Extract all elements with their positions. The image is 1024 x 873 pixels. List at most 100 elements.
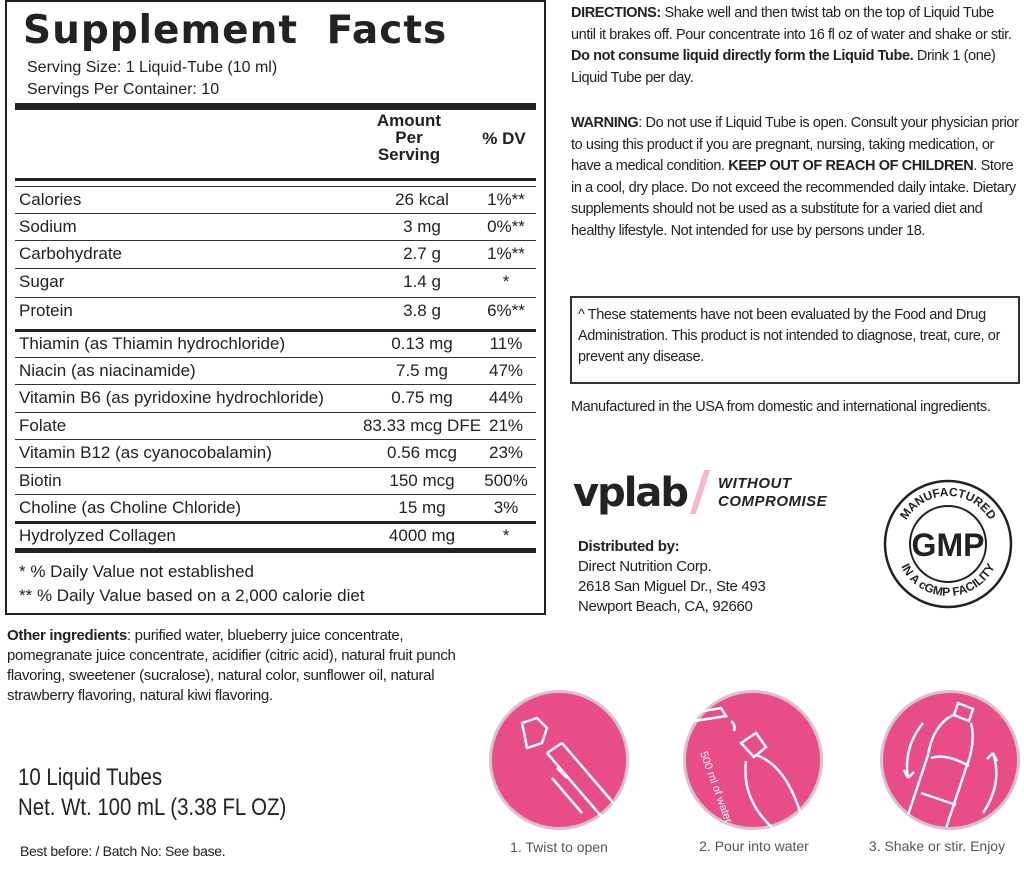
serving-size: Serving Size: 1 Liquid-Tube (10 ml) [27, 59, 278, 76]
nutrient-name: Hydrolyzed Collagen [19, 526, 176, 545]
divider [15, 103, 536, 110]
distributor-line: Direct Nutrition Corp. [578, 558, 712, 575]
fda-disclaimer: ^ These statements have not been evaluat… [570, 296, 1020, 384]
nutrient-dv: 6%** [487, 301, 525, 320]
warning-text: : Do not use if Liquid Tube is open. Con… [571, 115, 1019, 174]
nutrient-amount: 0.75 mg [391, 388, 453, 407]
dv-header: % DV [482, 129, 526, 148]
tagline: WITHOUT COMPROMISE [718, 475, 827, 511]
nutrient-name: Folate [19, 416, 67, 435]
step-1-label: 1. Twist to open [510, 839, 608, 855]
other-ingredients: Other ingredients: purified water, blueb… [7, 626, 467, 706]
nutrient-name: Carbohydrate [19, 244, 123, 263]
nutrient-amount: 3 mg [403, 217, 441, 236]
best-before: Best before: / Batch No: See base. [20, 843, 226, 859]
footnote: ** % Daily Value based on a 2,000 calori… [19, 586, 365, 605]
nutrient-dv: 47% [488, 361, 524, 380]
distributor-label: Distributed by: [578, 538, 680, 555]
nutrient-row: Vitamin B6 (as pyridoxine hydrochloride)… [15, 384, 536, 411]
shake-bottle-icon [902, 701, 999, 829]
nutrient-name: Vitamin B6 (as pyridoxine hydrochloride) [19, 388, 324, 407]
warning-tail: . Store in a cool, dry place. Do not exc… [571, 158, 1016, 239]
nutrient-amount: 4000 mg [388, 526, 456, 545]
nutrient-name: Calories [19, 190, 82, 209]
nutrient-dv: * [502, 526, 510, 545]
facts-title: Supplement Facts [23, 8, 448, 53]
package-info: 10 Liquid Tubes Net. Wt. 100 mL (3.38 FL… [18, 763, 286, 823]
distributor-line: Newport Beach, CA, 92660 [578, 598, 753, 615]
nutrient-name: Thiamin (as Thiamin hydrochloride) [19, 334, 286, 353]
nutrient-amount: 1.4 g [403, 272, 441, 291]
nutrient-name: Sodium [19, 217, 77, 236]
nutrient-dv: 0%** [487, 217, 525, 236]
nutrient-dv: * [502, 272, 510, 291]
step-3-label: 3. Shake or stir. Enjoy [868, 838, 1006, 854]
directions-text: Shake well and then twist tab on the top… [571, 5, 1012, 43]
divider [15, 178, 536, 181]
nutrient-row: Choline (as Choline Chloride) 15 mg 3% [15, 494, 536, 521]
nutrient-dv: 3% [493, 498, 519, 517]
amount-header: Amount Per Serving [376, 111, 442, 164]
warning: WARNING: Do not use if Liquid Tube is op… [571, 113, 1021, 242]
warning-label: WARNING [571, 115, 639, 131]
nutrient-row: Carbohydrate 2.7 g 1%** [15, 240, 536, 267]
nutrient-amount: 0.13 mg [391, 334, 453, 353]
logo-slash [689, 470, 711, 514]
nutrient-row: Niacin (as niacinamide) 7.5 mg 47% [15, 357, 536, 384]
gmp-top-text: MANUFACTURED [897, 485, 999, 523]
step-1-circle [489, 690, 629, 830]
tube-twist-icon [520, 716, 623, 824]
nutrient-row: Sugar 1.4 g * [15, 268, 536, 295]
nutrient-row: Folate 83.33 mcg DFE 21% [15, 412, 536, 439]
nutrient-name: Vitamin B12 (as cyanocobalamin) [19, 443, 272, 462]
supplement-facts-panel: Supplement Facts Serving Size: 1 Liquid-… [5, 0, 546, 615]
nutrient-dv: 44% [488, 388, 524, 407]
gmp-seal-icon: MANUFACTURED IN A cGMP FACILITY GMP [883, 479, 1013, 609]
nutrient-dv: 23% [488, 443, 524, 462]
nutrient-row: Protein 3.8 g 6%** [15, 297, 536, 324]
nutrient-name: Niacin (as niacinamide) [19, 361, 196, 380]
nutrient-amount: 3.8 g [403, 301, 441, 320]
nutrient-amount: 26 kcal [395, 190, 449, 209]
svg-text:IN A cGMP FACILITY: IN A cGMP FACILITY [898, 561, 997, 599]
nutrient-row: Sodium 3 mg 0%** [15, 213, 536, 240]
nutrient-row: Calories 26 kcal 1%** [15, 186, 536, 213]
directions-bold: Do not consume liquid directly form the … [571, 48, 914, 64]
vplab-logo: vplab [573, 470, 689, 516]
nutrient-name: Protein [19, 301, 73, 320]
nutrient-dv: 1%** [487, 190, 525, 209]
other-ingredients-text: : purified water, blueberry juice concen… [7, 627, 456, 704]
nutrient-name: Biotin [19, 471, 62, 490]
servings-per-container: Servings Per Container: 10 [27, 81, 220, 98]
nutrient-name: Choline (as Choline Chloride) [19, 498, 242, 517]
step-2-label: 2. Pour into water [699, 838, 809, 854]
distributor: Distributed by: Direct Nutrition Corp. 2… [578, 537, 766, 617]
nutrient-amount: 2.7 g [403, 244, 441, 263]
nutrient-dv: 11% [489, 334, 523, 353]
gmp-bottom-text: IN A cGMP FACILITY [898, 561, 997, 599]
warning-bold: KEEP OUT OF REACH OF CHILDREN [728, 158, 974, 174]
directions-label: DIRECTIONS: [571, 5, 661, 21]
nutrient-row: Hydrolyzed Collagen 4000 mg * [15, 521, 536, 548]
nutrient-dv: 21% [488, 416, 524, 435]
nutrient-amount: 0.56 mcg [387, 443, 457, 462]
manufactured-note: Manufactured in the USA from domestic an… [571, 399, 991, 415]
distributor-line: 2618 San Miguel Dr., Ste 493 [578, 578, 766, 595]
divider [15, 548, 536, 553]
footnote: * % Daily Value not established [19, 562, 254, 581]
svg-text:MANUFACTURED: MANUFACTURED [897, 485, 999, 523]
tagline-line: WITHOUT [718, 475, 792, 492]
nutrient-row: Biotin 150 mcg 500% [15, 467, 536, 494]
net-weight: Net. Wt. 100 mL (3.38 FL OZ) [18, 794, 287, 821]
nutrient-amount: 83.33 mcg DFE [362, 416, 482, 435]
tube-count: 10 Liquid Tubes [18, 764, 163, 791]
directions: DIRECTIONS: Shake well and then twist ta… [571, 3, 1021, 89]
nutrient-amount: 150 mcg [389, 471, 455, 490]
nutrient-dv: 1%** [487, 244, 525, 263]
nutrient-name: Sugar [19, 272, 65, 291]
other-ingredients-label: Other ingredients [7, 627, 127, 644]
pour-bottle-icon: 500 ml of water [690, 706, 803, 832]
nutrient-amount: 7.5 mg [396, 361, 448, 380]
gmp-center-text: GMP [912, 527, 985, 563]
nutrient-dv: 500% [484, 471, 528, 490]
